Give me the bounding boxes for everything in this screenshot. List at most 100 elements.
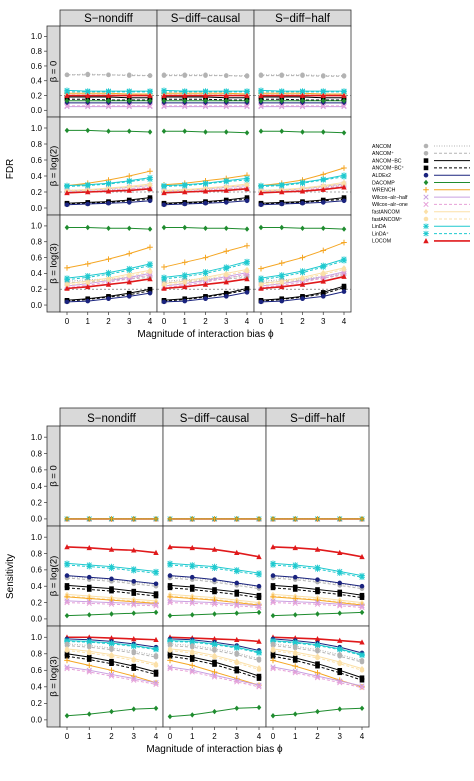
y-tick-label: 0.4 [31,77,43,86]
data-point [167,599,173,606]
column-title: S−diff−causal [171,13,240,25]
data-point [109,588,114,594]
data-point [234,580,240,586]
y-tick-label: 0.4 [31,482,43,491]
data-point [161,264,167,270]
data-point [167,643,173,648]
data-point [86,584,92,590]
data-point [423,187,429,193]
data-point [64,97,70,104]
x-tick-label: 2 [106,317,111,326]
series-Wilcox-alr-one [64,599,159,609]
series-ANCOM_plus [167,643,262,663]
data-point [270,643,276,648]
series-ANCOM_plus [270,643,365,665]
series-fastANCOM_plus [167,648,262,672]
series-line [66,649,157,666]
data-point [106,296,111,302]
data-point [147,269,153,275]
panel [253,25,352,118]
data-point [341,184,347,190]
data-point [320,177,327,183]
data-point [131,706,137,712]
data-point [258,73,264,78]
data-point [278,273,285,280]
y-tick-label: 0.2 [31,285,43,294]
panel [253,116,352,216]
data-point [299,103,306,109]
x-tick-label: 4 [360,732,365,741]
data-point [189,600,195,607]
data-point [244,290,250,295]
series-line [272,643,363,661]
data-point [182,280,188,286]
series-DACOMP [161,224,250,232]
series-ANCOM-BC [270,651,365,681]
data-point [182,103,188,110]
legend-label: Wilcox−alr−half [372,195,408,201]
data-point [153,516,159,522]
legend-entry: Wilcox−alr−one [372,201,470,208]
data-point [161,92,167,98]
data-point [292,651,298,657]
data-point [223,178,230,185]
data-point [258,202,264,208]
data-point [256,673,262,679]
data-point [131,579,137,584]
data-point [359,677,365,683]
panel [156,25,255,118]
data-point [314,642,321,649]
data-point [337,589,343,595]
data-point [85,201,91,207]
data-point [314,675,321,681]
data-point [147,262,153,269]
data-point [300,225,305,231]
data-point [341,174,347,180]
data-point [153,646,159,653]
data-point [337,610,343,616]
data-point [64,72,70,78]
data-point [244,103,250,110]
data-point [212,587,217,592]
series-LOCOM [270,544,365,560]
data-point [341,74,347,79]
data-point [279,224,285,231]
y-tick-label: 0.6 [31,253,43,262]
data-point [105,188,112,194]
data-point [126,187,132,193]
data-point [64,648,70,653]
data-point [234,589,240,595]
data-point [423,194,429,200]
data-point [292,600,298,607]
series-DACOMP [64,705,159,719]
data-point [202,89,209,95]
x-tick-label: 3 [132,732,137,741]
data-point [279,73,285,78]
y-axis-title: FDR [5,159,16,180]
data-point [167,648,173,653]
data-point [423,165,429,171]
data-point [130,516,137,522]
data-point [64,573,70,578]
data-point [279,97,285,104]
data-point [108,546,115,552]
series-line [169,645,260,661]
data-point [84,274,91,281]
data-point [109,658,114,664]
data-point [189,544,195,551]
series-DACOMP [167,704,262,720]
data-point [320,184,326,189]
row-title: β = log(2) [49,556,60,597]
y-tick-label: 0.8 [31,549,43,558]
data-point [131,602,137,608]
data-point [147,103,153,109]
data-point [223,225,229,231]
column-title: S−diff−causal [180,413,249,425]
data-point [202,181,209,187]
panel [59,116,158,216]
data-point [147,89,153,95]
data-point [270,713,276,719]
data-point [64,594,70,600]
